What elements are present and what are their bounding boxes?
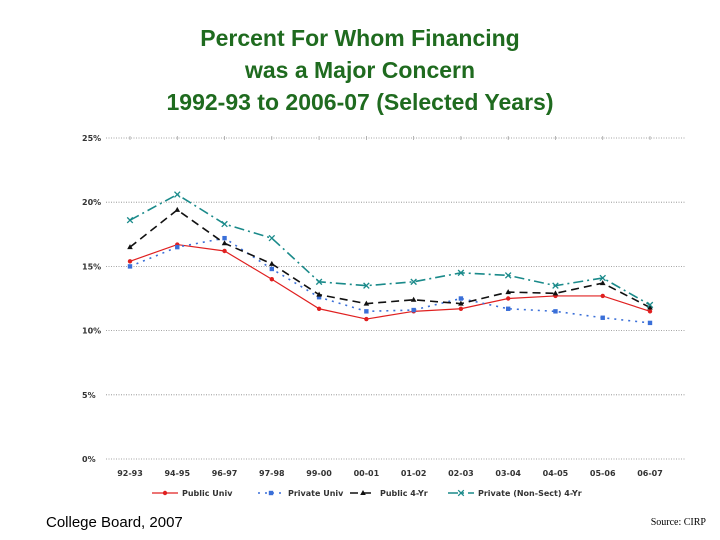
data-point bbox=[127, 259, 133, 264]
data-point bbox=[505, 296, 511, 301]
x-tick-label: 02-03 bbox=[448, 469, 474, 478]
x-tick-label: 03-04 bbox=[495, 469, 521, 478]
data-point bbox=[457, 489, 465, 497]
x-tick-label: 04-05 bbox=[543, 469, 569, 478]
data-point bbox=[600, 293, 605, 299]
data-point bbox=[127, 264, 133, 269]
data-point bbox=[268, 490, 274, 496]
data-point bbox=[410, 296, 417, 302]
y-tick-label: 20% bbox=[82, 198, 101, 207]
data-point bbox=[364, 316, 369, 322]
x-tick-label: 00-01 bbox=[354, 469, 380, 478]
legend-label: Public 4-Yr bbox=[380, 489, 428, 498]
data-point-stroke bbox=[268, 234, 276, 242]
x-tick-label: 97-98 bbox=[259, 469, 285, 478]
x-tick-label: 99-00 bbox=[306, 469, 332, 478]
data-point-stroke bbox=[174, 191, 181, 198]
data-point bbox=[360, 490, 366, 495]
data-point bbox=[316, 295, 322, 300]
data-point bbox=[599, 274, 606, 282]
data-point bbox=[363, 282, 370, 289]
data-point-stroke bbox=[410, 278, 417, 286]
data-point bbox=[458, 300, 464, 306]
data-point bbox=[505, 289, 511, 295]
data-point bbox=[364, 309, 369, 314]
legend-label: Private (Non-Sect) 4-Yr bbox=[478, 489, 582, 498]
data-point-stroke bbox=[599, 274, 606, 282]
data-point bbox=[647, 309, 653, 314]
title-line-1: Percent For Whom Financing bbox=[200, 25, 520, 51]
x-tick-label: 96-97 bbox=[212, 469, 238, 478]
y-tick-label: 0% bbox=[82, 455, 96, 464]
data-point-stroke bbox=[646, 301, 654, 309]
data-point-stroke bbox=[552, 282, 559, 289]
data-point bbox=[410, 278, 417, 286]
x-tick-label: 92-93 bbox=[117, 469, 143, 478]
data-point bbox=[505, 306, 511, 311]
data-point bbox=[222, 248, 227, 254]
data-point bbox=[363, 300, 370, 306]
data-point bbox=[552, 282, 559, 289]
data-point-stroke bbox=[315, 278, 323, 286]
data-point bbox=[126, 216, 134, 224]
data-point-stroke bbox=[457, 269, 465, 277]
data-point bbox=[316, 291, 322, 297]
x-tick-label: 01-02 bbox=[401, 469, 427, 478]
x-tick-label: 05-06 bbox=[590, 469, 616, 478]
data-point-stroke bbox=[126, 216, 134, 224]
y-tick-label: 10% bbox=[82, 327, 101, 336]
x-tick-label: 94-95 bbox=[164, 469, 190, 478]
data-point bbox=[646, 301, 654, 309]
data-point bbox=[553, 309, 558, 314]
data-point bbox=[221, 240, 228, 246]
data-point bbox=[647, 320, 653, 326]
data-point bbox=[174, 191, 181, 198]
data-point bbox=[315, 278, 323, 286]
data-point bbox=[162, 490, 168, 496]
footer-source: Source: CIRP bbox=[650, 517, 706, 528]
data-point bbox=[221, 220, 228, 228]
series-line-3 bbox=[129, 193, 651, 306]
data-point bbox=[222, 235, 227, 241]
data-point bbox=[599, 280, 606, 286]
data-point-stroke bbox=[504, 272, 512, 279]
data-point bbox=[127, 244, 133, 250]
data-point bbox=[458, 306, 464, 311]
series-line-1 bbox=[129, 237, 651, 324]
data-point-stroke bbox=[363, 282, 370, 289]
data-point bbox=[552, 290, 559, 296]
data-point bbox=[269, 277, 275, 282]
footer-credit: College Board, 2007 bbox=[46, 514, 183, 531]
data-point bbox=[458, 296, 464, 301]
data-point bbox=[268, 234, 276, 242]
data-point bbox=[269, 260, 275, 266]
x-tick-label: 06-07 bbox=[637, 469, 663, 478]
data-point-stroke bbox=[221, 220, 228, 228]
data-point bbox=[269, 266, 275, 272]
data-point bbox=[316, 306, 322, 311]
legend-label: Public Univ bbox=[182, 489, 233, 498]
title-line-3: 1992-93 to 2006-07 (Selected Years) bbox=[166, 89, 554, 115]
legend-label: Private Univ bbox=[288, 489, 344, 498]
title-line-2: was a Major Concern bbox=[244, 57, 476, 83]
data-point bbox=[175, 244, 180, 250]
data-point bbox=[411, 307, 416, 313]
series-line-2 bbox=[129, 208, 651, 309]
y-tick-label: 25% bbox=[82, 134, 101, 143]
chart-title: Percent For Whom Financing was a Major C… bbox=[0, 22, 720, 118]
data-point bbox=[647, 304, 653, 310]
y-tick-label: 5% bbox=[82, 391, 96, 400]
series-line-0 bbox=[129, 243, 651, 320]
y-tick-label: 15% bbox=[82, 262, 101, 271]
data-point bbox=[504, 272, 512, 279]
data-point bbox=[174, 206, 181, 212]
data-point bbox=[457, 269, 465, 277]
data-point-stroke bbox=[457, 489, 465, 497]
data-point bbox=[600, 315, 605, 320]
